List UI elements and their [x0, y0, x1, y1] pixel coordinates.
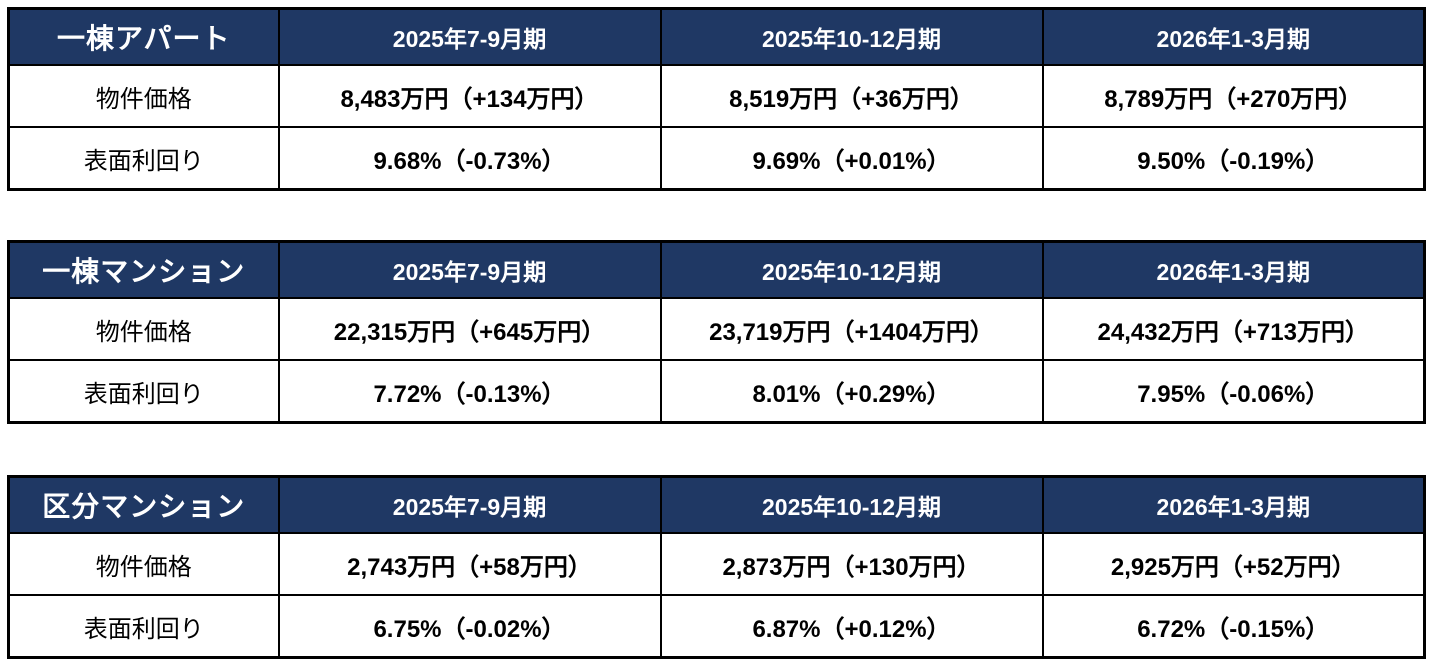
- yield-value-q3: 9.50%（-0.19%）: [1041, 126, 1426, 191]
- table-whole-apartment: 一棟アパート 2025年7-9月期 2025年10-12月期 2026年1-3月…: [7, 7, 1426, 191]
- table-title: 区分マンション: [7, 475, 280, 534]
- yield-value-q1: 7.72%（-0.13%）: [277, 359, 662, 424]
- table-row-price: 物件価格 8,483万円（+134万円） 8,519万円（+36万円） 8,78…: [7, 64, 1426, 128]
- table-header-row: 区分マンション 2025年7-9月期 2025年10-12月期 2026年1-3…: [7, 475, 1426, 534]
- column-header-q2: 2025年10-12月期: [659, 240, 1044, 299]
- table-whole-mansion: 一棟マンション 2025年7-9月期 2025年10-12月期 2026年1-3…: [7, 240, 1426, 424]
- yield-value-q2: 9.69%（+0.01%）: [659, 126, 1044, 191]
- row-label-price: 物件価格: [7, 532, 280, 596]
- yield-value-q3: 6.72%（-0.15%）: [1041, 594, 1426, 659]
- price-value-q1: 2,743万円（+58万円）: [277, 532, 662, 596]
- price-value-q3: 24,432万円（+713万円）: [1041, 297, 1426, 361]
- column-header-q1: 2025年7-9月期: [277, 7, 662, 66]
- price-value-q3: 2,925万円（+52万円）: [1041, 532, 1426, 596]
- price-value-q2: 23,719万円（+1404万円）: [659, 297, 1044, 361]
- table-row-yield: 表面利回り 7.72%（-0.13%） 8.01%（+0.29%） 7.95%（…: [7, 359, 1426, 424]
- row-label-yield: 表面利回り: [7, 126, 280, 191]
- row-label-price: 物件価格: [7, 64, 280, 128]
- row-label-yield: 表面利回り: [7, 594, 280, 659]
- table-title: 一棟マンション: [7, 240, 280, 299]
- table-row-yield: 表面利回り 6.75%（-0.02%） 6.87%（+0.12%） 6.72%（…: [7, 594, 1426, 659]
- column-header-q3: 2026年1-3月期: [1041, 240, 1426, 299]
- yield-value-q1: 6.75%（-0.02%）: [277, 594, 662, 659]
- table-row-price: 物件価格 2,743万円（+58万円） 2,873万円（+130万円） 2,92…: [7, 532, 1426, 596]
- column-header-q3: 2026年1-3月期: [1041, 475, 1426, 534]
- column-header-q1: 2025年7-9月期: [277, 240, 662, 299]
- price-value-q1: 8,483万円（+134万円）: [277, 64, 662, 128]
- table-title: 一棟アパート: [7, 7, 280, 66]
- price-value-q1: 22,315万円（+645万円）: [277, 297, 662, 361]
- row-label-price: 物件価格: [7, 297, 280, 361]
- column-header-q3: 2026年1-3月期: [1041, 7, 1426, 66]
- table-header-row: 一棟マンション 2025年7-9月期 2025年10-12月期 2026年1-3…: [7, 240, 1426, 299]
- yield-value-q3: 7.95%（-0.06%）: [1041, 359, 1426, 424]
- column-header-q1: 2025年7-9月期: [277, 475, 662, 534]
- table-sectional-mansion: 区分マンション 2025年7-9月期 2025年10-12月期 2026年1-3…: [7, 475, 1426, 659]
- row-label-yield: 表面利回り: [7, 359, 280, 424]
- price-value-q3: 8,789万円（+270万円）: [1041, 64, 1426, 128]
- yield-value-q2: 6.87%（+0.12%）: [659, 594, 1044, 659]
- table-row-price: 物件価格 22,315万円（+645万円） 23,719万円（+1404万円） …: [7, 297, 1426, 361]
- price-value-q2: 2,873万円（+130万円）: [659, 532, 1044, 596]
- column-header-q2: 2025年10-12月期: [659, 7, 1044, 66]
- yield-value-q2: 8.01%（+0.29%）: [659, 359, 1044, 424]
- table-header-row: 一棟アパート 2025年7-9月期 2025年10-12月期 2026年1-3月…: [7, 7, 1426, 66]
- yield-value-q1: 9.68%（-0.73%）: [277, 126, 662, 191]
- table-row-yield: 表面利回り 9.68%（-0.73%） 9.69%（+0.01%） 9.50%（…: [7, 126, 1426, 191]
- column-header-q2: 2025年10-12月期: [659, 475, 1044, 534]
- price-value-q2: 8,519万円（+36万円）: [659, 64, 1044, 128]
